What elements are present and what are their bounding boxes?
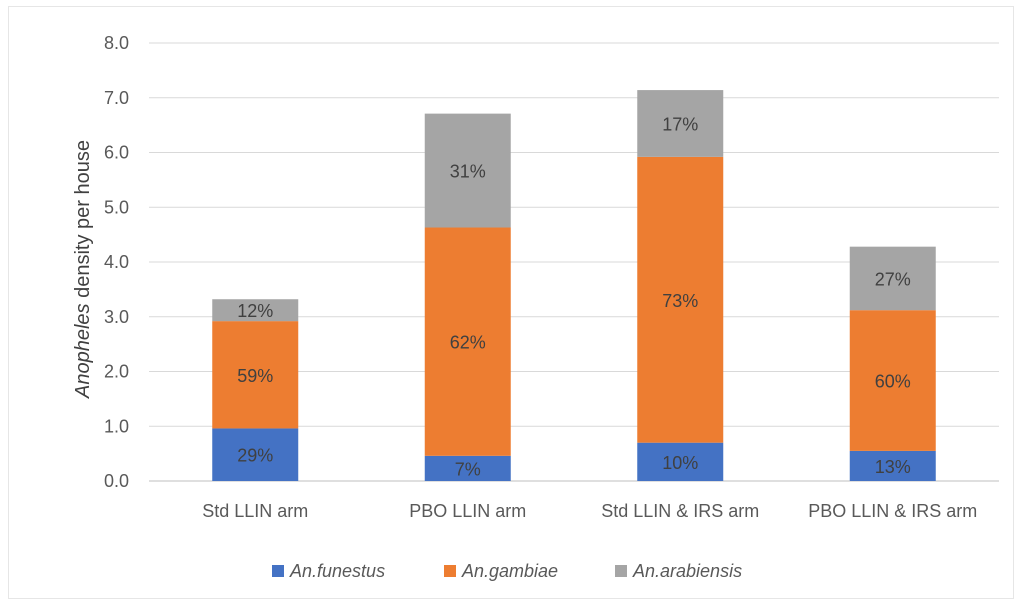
y-tick-label: 4.0 (104, 252, 129, 272)
y-tick-label: 3.0 (104, 307, 129, 327)
segment-data-label: 27% (875, 269, 911, 289)
bar-segment (212, 428, 299, 481)
x-axis-categories: Std LLIN arm PBO LLIN arm Std LLIN & IRS a… (202, 501, 977, 521)
y-axis-label-rest: density per house (72, 140, 94, 303)
segment-data-label: 29% (237, 446, 273, 466)
segment-data-label: 10% (662, 453, 698, 473)
y-axis-ticks: 0.0 1.0 2.0 3.0 4.0 5.0 6.0 7.0 8.0 (104, 33, 129, 491)
legend-swatch (272, 565, 284, 577)
segment-data-label: 31% (450, 162, 486, 182)
bar-segment (424, 455, 511, 481)
bar-segment (212, 299, 299, 322)
y-tick-label: 2.0 (104, 362, 129, 382)
segment-data-label: 7% (455, 459, 481, 479)
legend-label: An.gambiae (461, 561, 558, 581)
legend-swatch (444, 565, 456, 577)
bar-segment (849, 310, 936, 451)
bars: 29% 59% 12% 7% 62% 31% 10% 73% 17% 13% 60% 27% (212, 90, 936, 481)
stacked-bar-chart: 0.0 1.0 2.0 3.0 4.0 5.0 6.0 7.0 8.0 29% 59% 12% 7% 6… (72, 33, 999, 581)
bar-segment (424, 113, 511, 228)
y-tick-label: 1.0 (104, 416, 129, 436)
bar-segment (637, 442, 724, 481)
y-tick-label: 6.0 (104, 143, 129, 163)
bar-segment (212, 321, 299, 429)
y-tick-label: 5.0 (104, 197, 129, 217)
bar-segment (849, 450, 936, 481)
y-axis-label: Anopheles density per house (72, 140, 94, 399)
legend: An.funestus An.gambiae An.arabiensis (272, 561, 742, 581)
y-tick-label: 0.0 (104, 471, 129, 491)
segment-data-label: 73% (662, 291, 698, 311)
legend-label: An.funestus (289, 561, 385, 581)
segment-data-label: 62% (450, 333, 486, 353)
x-category-label: Std LLIN & IRS arm (601, 501, 759, 521)
y-axis-label-italic: Anopheles (72, 303, 94, 399)
x-category-label: PBO LLIN & IRS arm (808, 501, 977, 521)
segment-data-label: 12% (237, 301, 273, 321)
x-category-label: Std LLIN arm (202, 501, 308, 521)
bar-segment (637, 90, 724, 157)
x-category-label: PBO LLIN arm (409, 501, 526, 521)
bar-segment (637, 156, 724, 443)
legend-label: An.arabiensis (632, 561, 742, 581)
y-tick-label: 7.0 (104, 88, 129, 108)
segment-data-label: 60% (875, 372, 911, 392)
legend-swatch (615, 565, 627, 577)
bar-segment (424, 227, 511, 456)
segment-data-label: 59% (237, 366, 273, 386)
segment-data-label: 17% (662, 114, 698, 134)
chart-frame: 0.0 1.0 2.0 3.0 4.0 5.0 6.0 7.0 8.0 29% 59% 12% 7% 6… (8, 6, 1014, 599)
bar-segment (849, 246, 936, 311)
segment-data-label: 13% (875, 457, 911, 477)
y-tick-label: 8.0 (104, 33, 129, 53)
